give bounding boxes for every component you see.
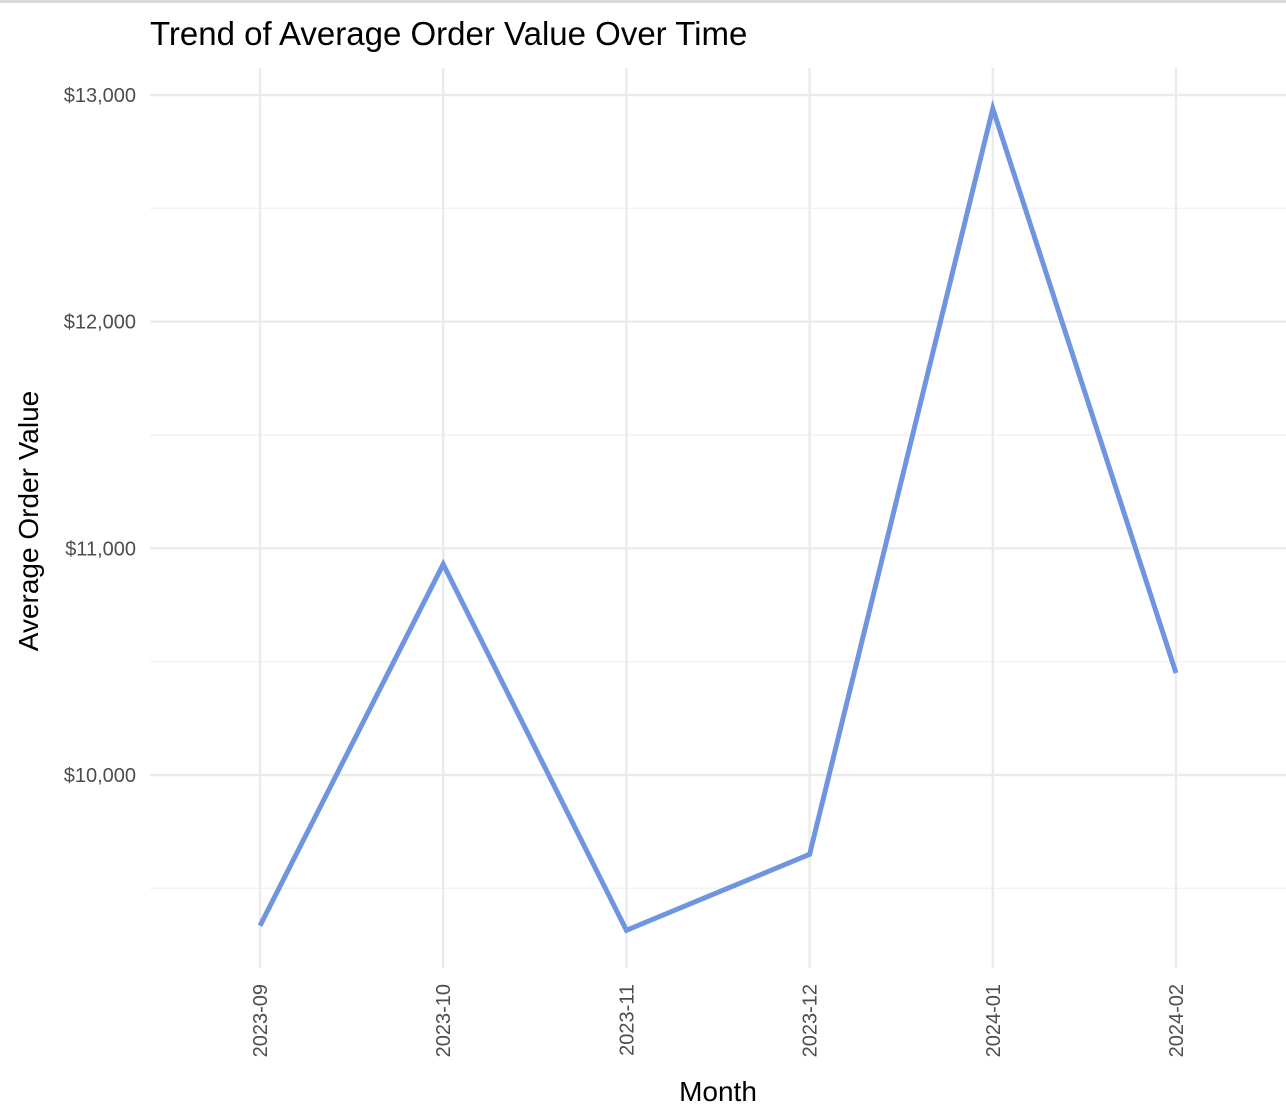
y-axis-ticks: $10,000 $11,000 $12,000 $13,000 — [64, 85, 136, 787]
series-layer — [257, 99, 1179, 934]
chart-title: Trend of Average Order Value Over Time — [150, 15, 747, 52]
x-axis-title: Month — [679, 1076, 757, 1107]
y-tick-label: $11,000 — [65, 538, 136, 560]
x-tick-label: 2023-11 — [616, 984, 638, 1056]
x-tick-label: 2024-02 — [1166, 984, 1188, 1057]
series-line — [257, 99, 1179, 934]
x-tick-label: 2023-10 — [433, 984, 455, 1057]
x-axis-ticks: 2023-09 2023-10 2023-11 2023-12 2024-01 2024-… — [250, 984, 1188, 1057]
x-tick-label: 2023-09 — [250, 984, 272, 1057]
x-tick-label: 2023-12 — [800, 984, 822, 1057]
gridlines — [150, 68, 1286, 968]
x-tick-label: 2024-01 — [983, 984, 1005, 1057]
top-border — [0, 0, 1286, 3]
y-axis-title: Average Order Value — [13, 391, 44, 651]
y-tick-label: $12,000 — [64, 312, 136, 334]
y-tick-label: $13,000 — [64, 85, 136, 107]
y-tick-label: $10,000 — [64, 765, 136, 787]
